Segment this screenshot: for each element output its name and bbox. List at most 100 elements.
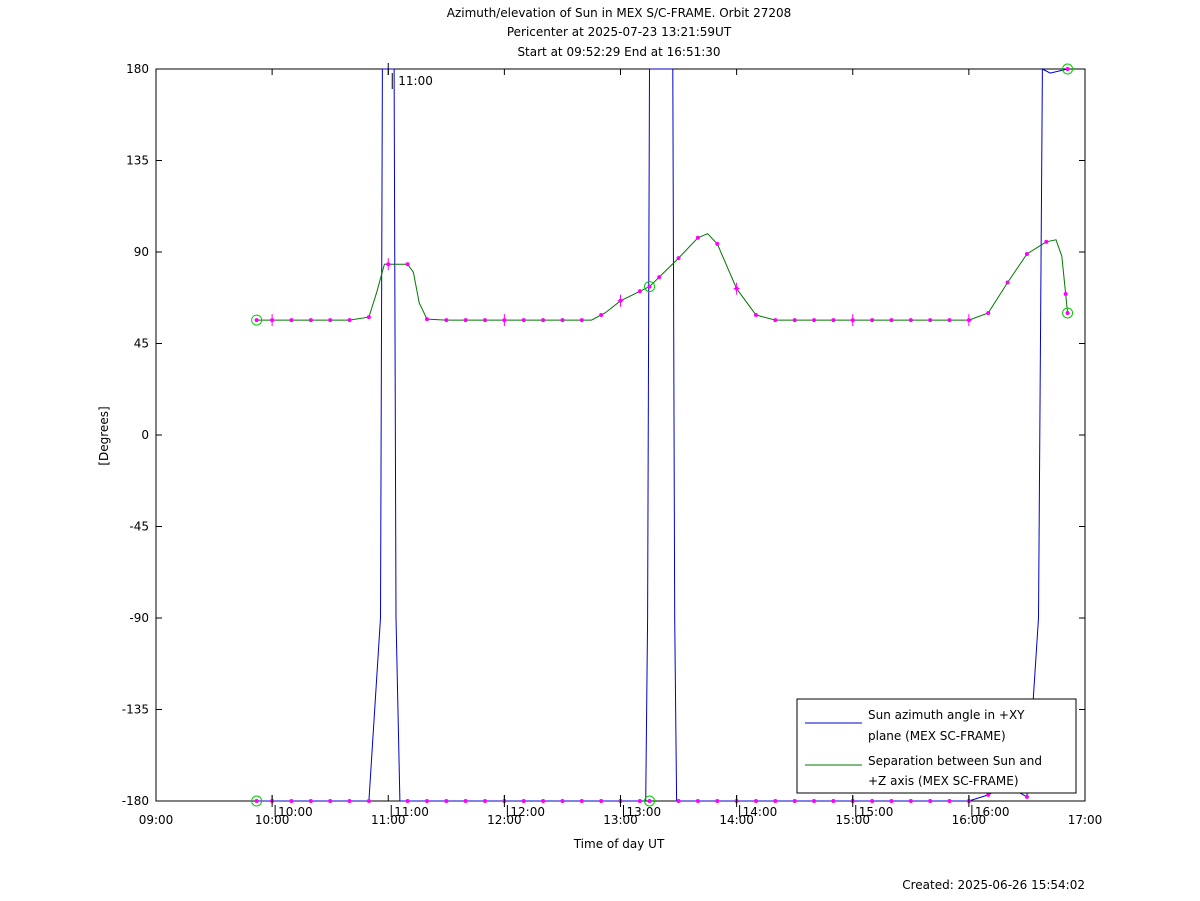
separation-pericenter-circle-dot: [647, 284, 652, 289]
separation-start-circle-dot: [254, 318, 259, 323]
y-axis: 180 135 90 45 0 -45 -90 -135 -180: [122, 62, 1085, 808]
separation-marker-32: [889, 318, 894, 323]
legend-box: [796, 698, 1077, 794]
azimuth-marker-31: [870, 799, 875, 803]
separation-marker-35: [947, 318, 952, 323]
azimuth-marker-4: [347, 799, 352, 803]
separation-marker-33: [908, 318, 913, 323]
azimuth-marker-35: [947, 799, 952, 803]
x-tick-label-2: 11:00: [371, 813, 406, 827]
inner-time-label-3: 13:00: [627, 805, 662, 819]
azimuth-marker-39: [1024, 794, 1029, 799]
y-tick-label-6: -90: [129, 611, 149, 625]
separation-marker-8: [424, 317, 429, 322]
legend-label-azimuth-line-1: Sun azimuth angle in +XY: [868, 708, 1025, 722]
x-axis-label: Time of day UT: [573, 837, 665, 851]
marker-layer: [251, 63, 1074, 807]
azimuth-start-circle-dot: [254, 799, 259, 803]
y-tick-label-8: -180: [122, 794, 149, 808]
separation-marker-3: [328, 318, 333, 323]
azimuth-marker-21: [676, 799, 681, 803]
separation-marker-7: [405, 262, 410, 267]
separation-marker-38: [1005, 280, 1010, 285]
y-tick-label-0: 180: [126, 62, 149, 76]
separation-marker-1: [289, 318, 294, 323]
separation-marker-40: [1044, 239, 1049, 244]
y-tick-label-4: 0: [141, 428, 149, 442]
azimuth-marker-10: [463, 799, 468, 803]
series-line-azimuth: [256, 68, 1068, 802]
chart-title-line-1: Azimuth/elevation of Sun in MEX S/C-FRAM…: [447, 6, 792, 20]
separation-marker-41: [1063, 292, 1068, 297]
x-tick-label-5: 14:00: [719, 813, 754, 827]
azimuth-marker-11: [483, 799, 488, 803]
separation-marker-2: [308, 318, 313, 323]
separation-pericenter-circle: [644, 281, 656, 293]
inner-time-label-5: 15:00: [859, 805, 894, 819]
separation-marker-20: [657, 275, 662, 280]
azimuth-marker-27: [792, 799, 797, 803]
series-layer: [256, 68, 1069, 802]
separation-marker-14: [541, 318, 546, 323]
legend-label-azimuth-line-2: plane (MEX SC-FRAME): [868, 729, 1006, 743]
azimuth-end-circle-dot: [1065, 67, 1070, 71]
separation-start-circle: [251, 314, 263, 326]
plot-area-frame: [155, 68, 1086, 802]
separation-marker-25: [753, 313, 758, 318]
azimuth-marker-9: [444, 799, 449, 803]
separation-marker-17: [599, 313, 604, 318]
inner-time-label-2: 12:00: [510, 805, 545, 819]
separation-end-circle-dot: [1065, 311, 1070, 315]
azimuth-marker-5: [366, 799, 371, 803]
separation-marker-34: [928, 318, 933, 323]
azimuth-marker-23: [715, 799, 720, 803]
separation-marker-13: [521, 318, 526, 323]
separation-marker-29: [831, 318, 836, 323]
azimuth-marker-37: [986, 792, 991, 797]
azimuth-marker-28: [812, 799, 817, 803]
created-timestamp: Created: 2025-06-26 15:54:02: [902, 878, 1085, 892]
x-tick-label-8: 17:00: [1068, 813, 1103, 827]
azimuth-pericenter-circle: [644, 795, 656, 807]
separation-marker-19: [637, 289, 642, 294]
series-line-separation: [256, 233, 1069, 321]
separation-marker-31: [870, 318, 875, 323]
x-axis: 09:00 10:00 11:00 12:00 13:00 14:00 15:00 16:00…: [139, 69, 1103, 827]
separation-marker-28: [812, 318, 817, 323]
top-time-label-11: 11:00: [398, 74, 433, 88]
azimuth-marker-15: [560, 799, 565, 803]
x-tick-label-6: 15:00: [835, 813, 870, 827]
azimuth-end-circle: [1062, 63, 1074, 75]
azimuth-marker-7: [405, 799, 410, 803]
inner-time-label-1: 11:00: [394, 805, 429, 819]
separation-marker-23: [715, 241, 720, 246]
azimuth-marker-34: [928, 799, 933, 803]
y-tick-label-7: -135: [122, 703, 149, 717]
inner-time-label-6: 16:00: [975, 805, 1010, 819]
azimuth-marker-32: [889, 799, 894, 803]
azimuth-marker-8: [424, 799, 429, 803]
y-tick-label-5: -45: [129, 520, 149, 534]
inner-time-label-4: 14:00: [743, 805, 778, 819]
y-tick-label-2: 90: [134, 245, 149, 259]
separation-marker-22: [695, 235, 700, 240]
x-tick-label-3: 12:00: [487, 813, 522, 827]
azimuth-marker-22: [695, 799, 700, 803]
y-tick-label-1: 135: [126, 154, 149, 168]
azimuth-marker-2: [308, 799, 313, 803]
separation-end-circle: [1062, 307, 1074, 319]
x-tick-label-0: 09:00: [139, 813, 174, 827]
x-tick-label-1: 10:00: [255, 813, 290, 827]
inner-time-labels: 10:00 11:00 12:00 13:00 14:00 15:00 16:00 11:00: [274, 73, 1010, 819]
separation-marker-21: [676, 256, 681, 261]
separation-marker-10: [463, 318, 468, 323]
legend: Sun azimuth angle in +XY plane (MEX SC-F…: [796, 698, 1077, 794]
inner-time-label-0: 10:00: [278, 805, 313, 819]
x-tick-label-4: 13:00: [603, 813, 638, 827]
azimuth-pericenter-circle-dot: [647, 799, 652, 803]
azimuth-marker-25: [753, 799, 758, 803]
azimuth-marker-13: [521, 799, 526, 803]
separation-marker-11: [483, 318, 488, 323]
azimuth-marker-29: [831, 799, 836, 803]
